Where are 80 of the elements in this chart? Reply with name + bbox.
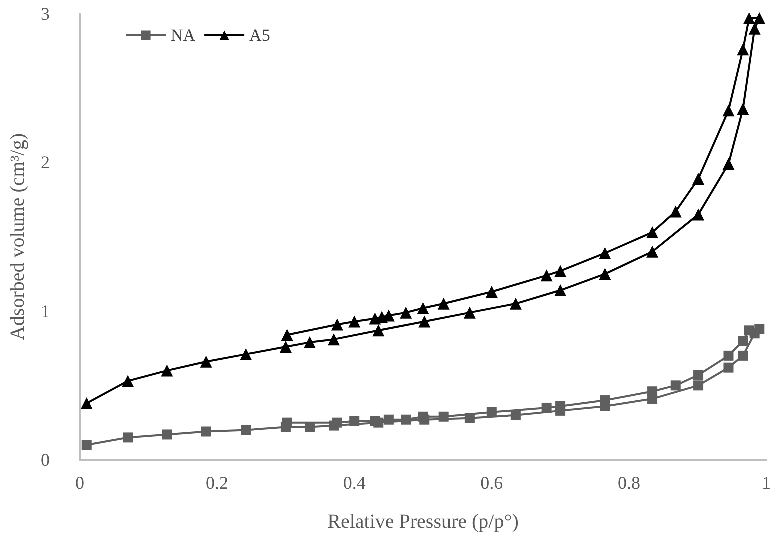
point [200,356,212,368]
point [438,412,449,422]
point [281,329,294,342]
point [737,44,750,56]
point [400,306,412,319]
point [743,12,756,24]
point [401,414,412,425]
point [348,316,361,328]
y-tick-label: 2 [41,152,50,173]
point [123,432,134,443]
point [417,302,430,314]
point [738,350,748,361]
point [722,158,735,170]
point [122,375,134,388]
point [754,324,765,334]
point [464,306,476,319]
point [162,430,172,440]
point [599,247,612,260]
point [722,104,735,117]
point [201,426,212,437]
point [280,341,292,354]
point [646,246,659,258]
point [370,416,380,426]
point [599,268,612,280]
point [350,416,360,426]
point [304,336,316,349]
legend-label: A5 [250,26,270,45]
point [486,407,497,418]
point [82,440,92,450]
point [694,380,704,391]
point [369,312,382,325]
point [737,103,750,116]
point [328,334,340,346]
legend-label: NA [171,26,196,45]
x-axis-title: Relative Pressure (p/p°) [328,511,519,533]
point [80,398,93,410]
point [554,284,567,297]
point [542,402,552,413]
point [600,396,610,406]
point [670,380,681,391]
x-tick-label: 1 [762,473,771,493]
point [540,270,553,282]
point [648,386,658,397]
point [510,410,521,420]
point [754,12,766,24]
point [418,316,431,328]
x-tick-label: 0.2 [206,473,229,493]
point [241,425,252,436]
y-axis-title: Adsorbed volume (cm³/g) [7,133,29,341]
point [304,422,315,432]
y-tick-label: 0 [41,450,50,470]
x-tick-label: 0.8 [618,473,640,493]
point [331,318,344,331]
point [744,326,754,336]
x-tick-label: 0.6 [480,473,504,493]
point [161,364,174,377]
point [282,418,292,428]
point [692,173,705,186]
point [556,401,566,412]
point [240,348,252,360]
point [724,350,734,361]
point [372,324,385,337]
x-tick-label: 0.4 [343,473,366,493]
point [464,413,475,424]
point [738,336,748,346]
y-tick-label: 3 [41,4,50,24]
point [418,412,428,422]
x-tick-label: 0 [76,473,84,493]
point [724,362,734,373]
point [486,286,498,298]
point [646,226,659,239]
point [438,298,450,310]
point [384,414,394,425]
point [510,298,522,310]
point [670,206,682,218]
y-tick-label: 1 [41,301,50,322]
point [692,208,705,221]
point [332,418,342,428]
point [694,370,704,380]
point [554,265,567,278]
